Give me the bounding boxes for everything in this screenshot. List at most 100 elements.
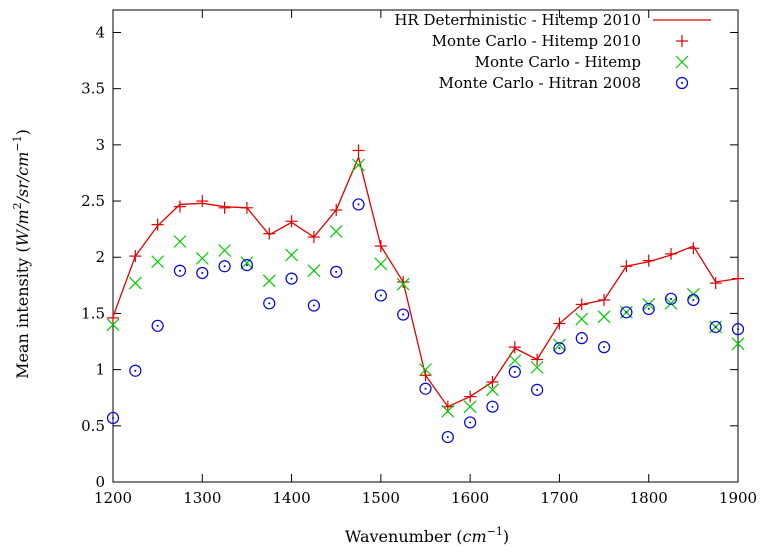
x-axis-title: Wavenumber (cm−1) <box>345 525 509 546</box>
data-point <box>129 364 142 377</box>
data-point-ring <box>642 302 655 316</box>
data-point <box>173 264 187 277</box>
data-point <box>464 416 477 429</box>
data-point <box>553 342 566 355</box>
data-point <box>330 204 343 217</box>
x-tick-label: 1300 <box>183 489 221 507</box>
legend-entry: Monte Carlo - Hitran 2008 <box>439 74 689 92</box>
data-point-ring <box>285 272 298 285</box>
data-point <box>240 201 253 214</box>
legend-label: Monte Carlo - Hitran 2008 <box>439 74 641 92</box>
data-point-dot <box>335 270 338 273</box>
data-point <box>732 272 744 285</box>
data-point <box>151 255 165 269</box>
data-point-dot <box>178 269 181 272</box>
data-point <box>151 218 164 231</box>
data-point <box>218 201 231 214</box>
data-point-b <box>419 363 432 377</box>
data-point-dot <box>446 436 449 439</box>
y-tick-label: 2 <box>95 248 105 266</box>
data-point-dot <box>379 294 382 297</box>
data-point-dot <box>469 421 472 424</box>
data-point <box>419 369 432 382</box>
data-point-ring <box>263 297 276 310</box>
data-point <box>374 240 387 252</box>
x-tick-label: 1900 <box>719 489 757 507</box>
data-point <box>575 298 588 311</box>
legend-marker <box>675 76 689 90</box>
x-tick-label: 1800 <box>630 489 668 507</box>
data-point-dot <box>737 328 739 331</box>
data-point-dot <box>357 203 360 206</box>
data-point-dot <box>536 388 539 391</box>
data-point-b <box>352 158 365 172</box>
data-point <box>620 260 633 273</box>
y-tick-label: 3.5 <box>81 80 105 98</box>
legend-label: Monte Carlo - Hitemp <box>475 53 641 71</box>
data-point <box>218 260 231 273</box>
axis-ticks: 1200 1300 1400 1500 1600 1700 1800 1900 0 0.5 1 1.5… <box>81 10 757 507</box>
data-point-ring <box>352 198 365 211</box>
data-point <box>107 311 119 324</box>
plot-border <box>112 9 739 483</box>
data-point-ring <box>106 411 120 425</box>
data-point-dot <box>245 264 248 267</box>
series-2 <box>107 144 744 413</box>
data-point <box>664 292 678 305</box>
x-tick-label: 1400 <box>272 489 310 507</box>
y-tick-label: 1.5 <box>81 304 105 322</box>
data-point-dot <box>580 337 583 340</box>
data-point-ring <box>531 383 544 396</box>
data-point <box>307 264 321 278</box>
data-point-ring <box>575 332 588 345</box>
data-point-b <box>173 235 187 248</box>
y-tick-label: 4 <box>95 23 105 41</box>
data-point <box>396 277 410 291</box>
data-point <box>508 354 522 368</box>
data-point-b <box>664 296 678 310</box>
data-point-ring <box>709 320 722 334</box>
data-point-dot <box>625 311 628 314</box>
data-point <box>486 375 499 388</box>
legend-label: Monte Carlo - Hitemp 2010 <box>432 32 641 50</box>
data-point-ring <box>553 342 566 355</box>
data-point-ring <box>508 365 521 378</box>
data-point-ring <box>218 260 231 273</box>
data-point <box>330 265 343 278</box>
data-point <box>531 353 544 366</box>
data-point <box>486 400 499 413</box>
data-point <box>374 289 387 302</box>
data-point <box>218 244 232 257</box>
data-point <box>530 360 544 374</box>
data-point <box>463 400 477 414</box>
data-point-dot <box>603 346 606 349</box>
legend: HR Deterministic - Hitemp 2010 Monte Carl… <box>394 11 711 92</box>
legend-entry: Monte Carlo - Hitemp 2010 <box>432 32 688 50</box>
x-tick-label: 1500 <box>362 489 400 507</box>
data-point-ring <box>307 299 320 312</box>
data-point-ring <box>173 264 187 277</box>
data-point <box>285 215 298 228</box>
data-point-b <box>530 360 544 374</box>
data-point <box>709 277 722 290</box>
data-point <box>642 254 655 267</box>
data-point-dot <box>201 271 204 274</box>
data-point-ring <box>620 306 633 319</box>
data-point <box>285 272 298 285</box>
data-point-ring <box>374 289 387 302</box>
data-point-dot <box>491 405 494 408</box>
data-point-ring <box>129 364 142 377</box>
data-point <box>352 198 365 211</box>
data-point <box>128 276 142 290</box>
data-point-b <box>151 255 165 269</box>
data-point <box>106 318 120 332</box>
data-point <box>352 158 365 172</box>
data-point <box>665 247 678 260</box>
data-point-b <box>642 298 656 311</box>
data-point <box>285 248 298 262</box>
data-point <box>173 200 186 213</box>
y-tick-label: 0 <box>95 473 105 491</box>
data-point <box>352 144 365 157</box>
plot-frame <box>112 9 739 483</box>
data-point <box>441 430 454 444</box>
